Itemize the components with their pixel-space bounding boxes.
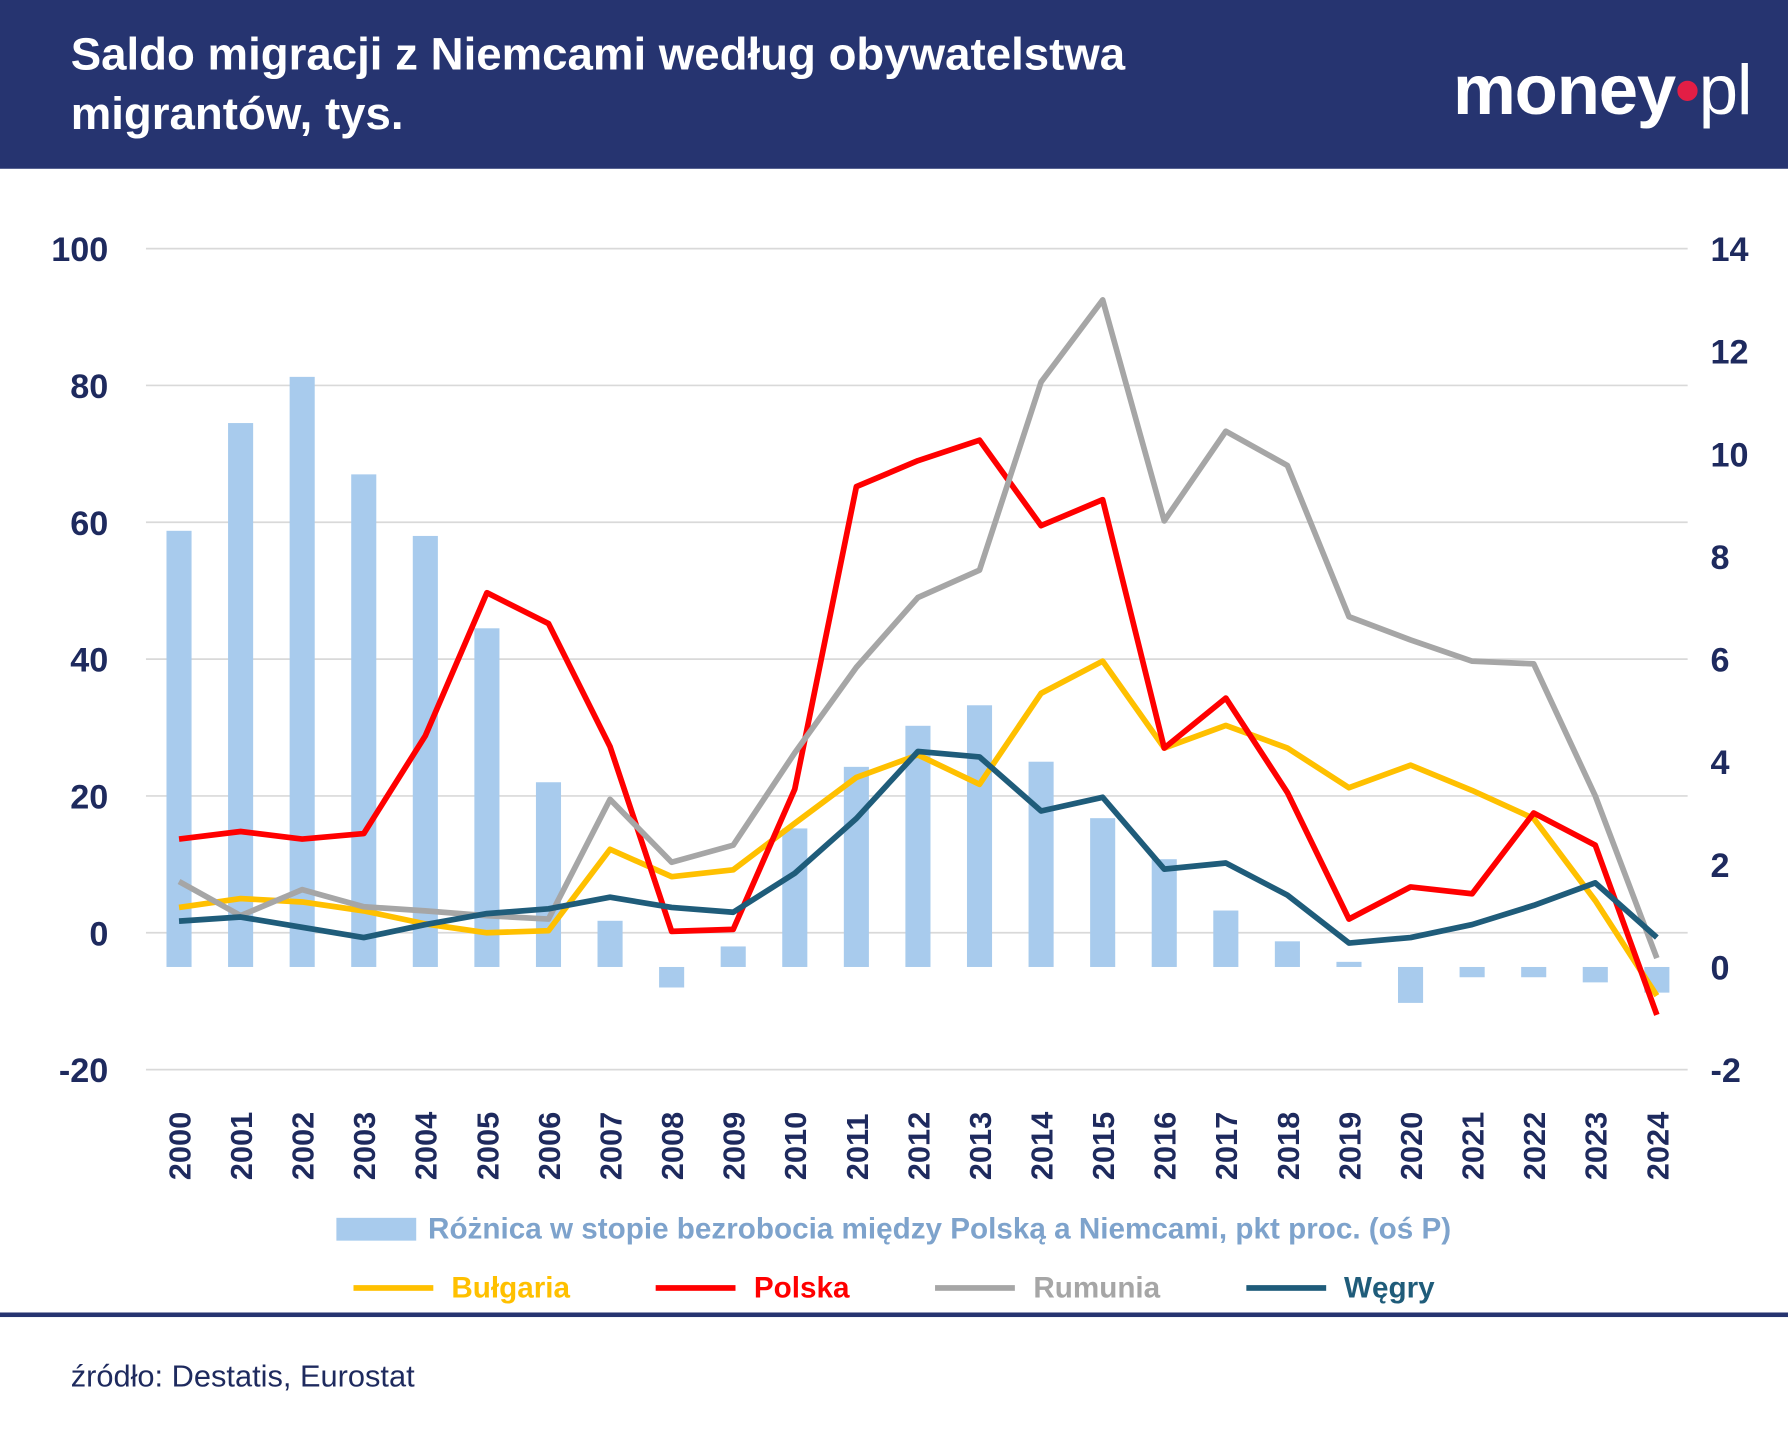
x-tick-label: 2023 [1579,1112,1614,1180]
x-tick-label: 2000 [162,1112,197,1180]
line-rumunia [177,297,1660,960]
legend-label-bars: Różnica w stopie bezrobocia między Polsk… [428,1210,1452,1246]
x-tick-label: 2007 [593,1112,628,1180]
legend-swatch-polska [655,1285,736,1291]
y-right-tick-label: 2 [1710,847,1729,885]
bar [1090,818,1116,967]
bar [720,946,746,967]
x-tick-label: 2005 [470,1112,505,1180]
y-left-tick-label: 60 [70,505,108,543]
x-tick-label: 2001 [224,1112,259,1180]
bar [843,766,869,967]
y-right-tick-label: 6 [1710,642,1729,680]
legend-item-wegry: Węgry [1245,1270,1435,1305]
y-left-tick-label: 80 [70,368,108,406]
x-tick-label: 2012 [901,1112,936,1180]
bar [1521,966,1547,978]
x-tick-label: 2015 [1086,1112,1121,1180]
bar [966,705,993,967]
bar [659,966,685,988]
x-tick-label: 2018 [1271,1112,1306,1180]
x-tick-label: 2017 [1209,1112,1244,1180]
bar [1582,966,1608,983]
y-left-tick-label: 40 [70,642,108,680]
bar [1213,910,1239,967]
legend-item-bulgaria: Bułgaria [353,1270,570,1305]
y-left-tick-label: -20 [59,1052,108,1090]
divider [0,1312,1788,1318]
legend-bars: Różnica w stopie bezrobocia między Polsk… [0,1211,1788,1248]
bar [597,920,623,967]
x-tick-label: 2009 [717,1112,752,1180]
bar [351,474,377,967]
y-right-tick-label: -2 [1710,1052,1740,1090]
x-tick-label: 2020 [1394,1112,1429,1180]
bar [1459,966,1485,978]
bar [905,725,931,967]
x-tick-label: 2016 [1148,1112,1183,1180]
y-right-tick-label: 10 [1710,436,1748,474]
x-tick-label: 2008 [655,1112,690,1180]
bar [535,782,562,967]
chart-title: Saldo migracji z Niemcami według obywate… [70,29,1126,140]
legend-item-polska: Polska [655,1270,850,1305]
bar [1398,966,1424,1003]
x-tick-label: 2019 [1332,1112,1367,1180]
x-tick-label: 2013 [963,1112,998,1180]
bar [1028,761,1054,967]
y-right-tick-label: 14 [1710,231,1748,269]
y-left-tick-label: 0 [89,915,108,953]
bar [1274,941,1300,967]
legend-label-wegry: Węgry [1344,1270,1435,1305]
bar [782,828,808,967]
x-tick-label: 2002 [286,1112,321,1180]
legend-item-rumunia: Rumunia [935,1270,1160,1305]
legend-swatch-rumunia [935,1285,1016,1291]
x-tick-label: 2014 [1024,1112,1059,1180]
y-right-tick-label: 4 [1710,744,1729,782]
bar [166,530,192,967]
line-węgry [178,748,1659,946]
bar [228,423,254,967]
bar [1336,961,1362,967]
x-tick-label: 2011 [840,1113,875,1180]
y-right-tick-label: 8 [1710,539,1729,577]
y-right-tick-label: 0 [1710,950,1729,988]
y-left-tick-label: 100 [51,231,108,269]
y-left-tick-label: 20 [70,778,108,816]
legend-lines: Bułgaria Polska Rumunia Węgry [0,1263,1788,1305]
x-tick-label: 2006 [532,1112,567,1180]
bar [1151,859,1177,967]
source-note: źródło: Destatis, Eurostat [70,1359,415,1394]
x-tick-label: 2004 [409,1112,444,1180]
legend-item-bars: Różnica w stopie bezrobocia między Polsk… [336,1210,1452,1246]
x-tick-label: 2010 [778,1112,813,1180]
y-right-tick-label: 12 [1710,334,1748,372]
line-polska [178,437,1660,1016]
legend-label-polska: Polska [753,1270,850,1305]
legend-label-bulgaria: Bułgaria [451,1270,571,1305]
x-tick-label: 2003 [347,1112,382,1180]
x-tick-label: 2021 [1456,1112,1491,1180]
header-banner: Saldo migracji z Niemcami według obywate… [0,0,1788,169]
legend-swatch-bars [336,1217,417,1241]
legend-swatch-bulgaria [353,1285,434,1291]
money-pl-logo: money•pl [1452,51,1753,130]
x-tick-label: 2022 [1517,1112,1552,1180]
bar [289,376,315,967]
x-tick-label: 2024 [1640,1112,1675,1180]
legend-swatch-wegry [1245,1285,1326,1291]
legend-label-rumunia: Rumunia [1033,1270,1161,1305]
